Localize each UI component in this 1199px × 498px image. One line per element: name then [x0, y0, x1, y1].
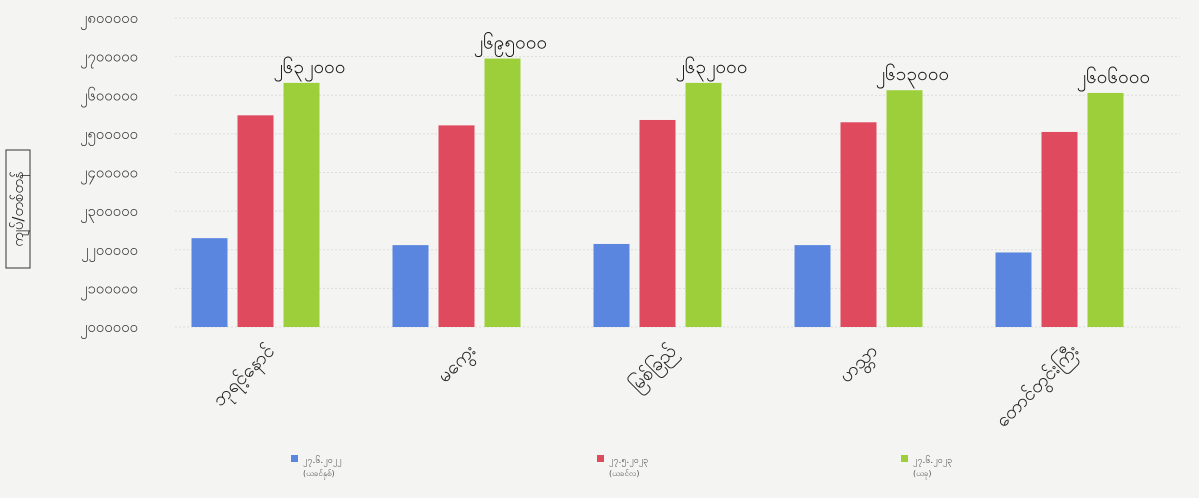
- bar-2: [840, 122, 877, 327]
- x-axis-categories: ဘုရင့်နောင် မကွေး မြစ်ခြည် ဟသ္တာ တောင်တွင်းက…: [207, 339, 1085, 435]
- bar-2: [438, 125, 475, 327]
- legend-entry: ၂၇.၆.၂၀၂၃: [913, 455, 952, 467]
- legend-entry-sublabel: (ယခင်လ): [609, 468, 639, 478]
- data-label: ၂၆၉၅၀၀၀: [474, 31, 547, 58]
- data-label: ၂၆၃၂၀၀၀: [675, 55, 747, 82]
- bar-1: [593, 243, 630, 327]
- bar-3: [484, 58, 521, 328]
- y-tick-label: ၂၂၀၀၀၀၀: [81, 241, 138, 262]
- y-tick-label: ၂၈၀၀၀၀၀: [80, 9, 138, 30]
- y-tick-label: ၂၁၀၀၀၀၀: [80, 279, 138, 300]
- data-label: ၂၆၀၆၀၀၀: [1077, 65, 1150, 92]
- legend-swatch: [597, 455, 604, 462]
- bar-3: [685, 82, 722, 327]
- legend-entry-sublabel: (ယခု): [913, 469, 932, 480]
- bar-3: [283, 82, 320, 327]
- y-axis-ticks: ၂၀၀၀၀၀၀ ၂၁၀၀၀၀၀ ၂၂၀၀၀၀၀ ၂၃၀၀၀၀၀ ၂၄၀၀၀၀၀ ၂၅၀၀၀…: [80, 9, 138, 339]
- y-tick-label: ၂၄၀၀၀၀၀: [80, 164, 138, 185]
- bar-1: [392, 245, 429, 327]
- bar-2: [1041, 131, 1078, 327]
- data-label: ၂၆၃၂၀၀၀: [273, 55, 345, 82]
- category-label: မကွေး: [433, 340, 483, 390]
- y-tick-label: ၂၃၀၀၀၀၀: [80, 202, 138, 223]
- legend-entry: ၂၇.၆.၂၀၂၂: [303, 455, 342, 467]
- legend-swatch: [901, 455, 908, 462]
- bar-1: [995, 252, 1032, 327]
- category-label: တောင်တွင်းကြီး: [990, 339, 1086, 435]
- y-tick-label: ၂၅၀၀၀၀၀: [80, 125, 138, 146]
- y-axis-title: ကျပ်/တစ်တန်: [5, 149, 31, 269]
- y-tick-label: ၂၆၀၀၀၀၀: [80, 86, 138, 107]
- bars: [191, 58, 1124, 328]
- legend-entry-sublabel: (ယခင်နှစ်): [303, 468, 335, 480]
- category-label: ဟသ္တာ: [835, 340, 885, 390]
- bar-3: [886, 90, 923, 327]
- bar-2: [639, 119, 676, 327]
- y-tick-label: ၂၇၀၀၀၀၀: [80, 48, 138, 69]
- legend: ၂၇.၆.၂၀၂၂(ယခင်နှစ်) ၂၇.၅.၂၀၂၃(ယခင်လ) ၂၇.၆.…: [291, 455, 952, 480]
- legend-swatch: [291, 455, 298, 462]
- bar-2: [237, 115, 274, 328]
- y-axis-title-box: [5, 149, 31, 269]
- category-label: မြစ်ခြည်: [624, 339, 684, 399]
- y-tick-label: ၂၀၀၀၀၀၀: [80, 318, 138, 339]
- category-label: ဘုရင့်နောင်: [207, 339, 282, 414]
- legend-entry: ၂၇.၅.၂၀၂၃: [609, 456, 648, 467]
- bar-1: [794, 245, 831, 327]
- bar-1: [191, 238, 228, 327]
- data-label: ၂၆၁၃၀၀၀: [876, 62, 949, 89]
- y-axis-label: ကျပ်/တစ်တန်: [9, 171, 30, 247]
- bar-3: [1087, 92, 1124, 328]
